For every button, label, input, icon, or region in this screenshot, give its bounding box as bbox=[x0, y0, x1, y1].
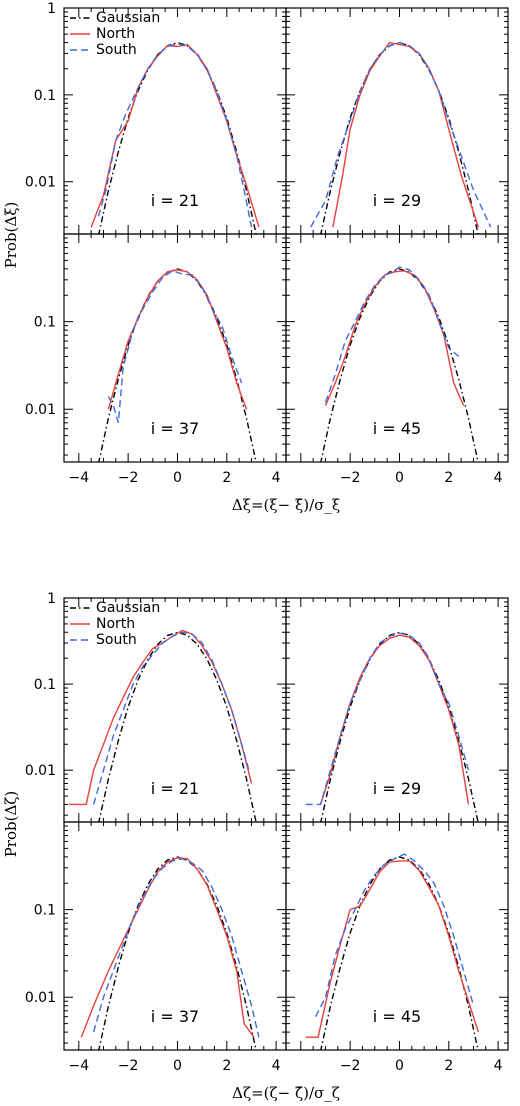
series-line-gaussian bbox=[320, 631, 479, 822]
x-tick-label: 2 bbox=[222, 470, 231, 486]
series-line-gaussian bbox=[320, 856, 479, 1050]
panel-top-1: i = 21 1 0.1 0.01 bbox=[25, 1, 287, 235]
series-line-south bbox=[314, 853, 475, 1018]
panel-label: i = 37 bbox=[151, 1007, 199, 1026]
legend-label-gaussian: Gaussian bbox=[96, 10, 160, 26]
y-tick-label: 0.01 bbox=[25, 402, 56, 418]
y-axis-title: Prob(Δζ) bbox=[2, 791, 20, 858]
x-tick-label: 4 bbox=[272, 470, 281, 486]
series-line-south bbox=[310, 41, 492, 228]
y-tick-label: 0.01 bbox=[25, 990, 56, 1006]
x-tick-label: −2 bbox=[118, 1058, 139, 1074]
series-line-gaussian bbox=[98, 41, 257, 234]
x-tick-label: 0 bbox=[395, 470, 404, 486]
legend-label-south: South bbox=[96, 42, 137, 58]
panel-label: i = 37 bbox=[151, 419, 199, 438]
panel-top-2: i = 29 bbox=[285, 7, 509, 235]
x-tick-label: −2 bbox=[118, 470, 139, 486]
series-group bbox=[320, 266, 479, 462]
series-line-north bbox=[107, 269, 248, 410]
x-tick-label: 2 bbox=[444, 1058, 453, 1074]
series-line-north bbox=[80, 857, 255, 1038]
y-tick-label: 0.1 bbox=[34, 88, 56, 104]
chart-top: i = 21 1 0.1 0.01 i = 29 i = 37 0.1 0.01 −4 −2 0 2 4… bbox=[2, 1, 509, 514]
series-line-north bbox=[332, 41, 480, 228]
panel-label: i = 29 bbox=[373, 191, 421, 210]
panel-label: i = 45 bbox=[373, 419, 421, 438]
series-line-gaussian bbox=[98, 268, 257, 462]
x-tick-label: −2 bbox=[340, 470, 361, 486]
x-tick-label: 0 bbox=[395, 1058, 404, 1074]
series-line-north bbox=[90, 43, 260, 228]
panel-label: i = 29 bbox=[373, 779, 421, 798]
series-line-gaussian bbox=[98, 856, 257, 1050]
y-tick-label: 1 bbox=[47, 591, 56, 607]
x-tick-label: 2 bbox=[222, 1058, 231, 1074]
series-line-gaussian bbox=[98, 631, 257, 822]
panel-label: i = 45 bbox=[373, 1007, 421, 1026]
panel-bottom-2: i = 29 bbox=[285, 597, 509, 823]
panel-bottom-1: i = 21 1 0.1 0.01 bbox=[25, 591, 287, 823]
series-group bbox=[68, 629, 257, 822]
y-tick-label: 0.1 bbox=[34, 903, 56, 919]
series-group bbox=[90, 41, 260, 234]
x-tick-label: −4 bbox=[68, 1058, 89, 1074]
y-tick-label: 0.1 bbox=[34, 315, 56, 331]
panel-label: i = 21 bbox=[151, 191, 199, 210]
series-line-gaussian bbox=[320, 268, 479, 462]
legend-label-south: South bbox=[96, 632, 137, 648]
x-tick-label: 4 bbox=[494, 470, 503, 486]
legend-label-north: North bbox=[96, 26, 135, 42]
series-line-south bbox=[305, 632, 470, 806]
x-tick-label: −2 bbox=[340, 1058, 361, 1074]
series-line-south bbox=[92, 631, 250, 805]
panel-top-3: i = 37 0.1 0.01 −4 −2 0 2 4 bbox=[25, 233, 287, 486]
series-line-north bbox=[305, 860, 480, 1038]
panel-label: i = 21 bbox=[151, 779, 199, 798]
y-axis-title: Prob(Δξ) bbox=[2, 202, 20, 269]
x-tick-label: 0 bbox=[173, 1058, 182, 1074]
series-group bbox=[98, 268, 257, 462]
series-group bbox=[80, 856, 260, 1050]
series-group bbox=[305, 853, 480, 1050]
chart-bottom: i = 21 1 0.1 0.01 i = 29 i = 37 0.1 0.01 −4 −2 0 2 4… bbox=[2, 591, 509, 1102]
series-line-south bbox=[324, 266, 460, 403]
x-axis-title: Δζ=(ζ− ζ̄)/σ_ζ bbox=[232, 1084, 340, 1102]
panel-top-4: i = 45 −2 0 2 4 bbox=[285, 233, 509, 486]
panel-bottom-3: i = 37 0.1 0.01 −4 −2 0 2 4 bbox=[25, 821, 287, 1074]
y-tick-label: 0.01 bbox=[25, 175, 56, 191]
panel-bottom-4: i = 45 −2 0 2 4 bbox=[285, 821, 509, 1074]
series-line-south bbox=[92, 858, 260, 1038]
series-group bbox=[305, 631, 479, 822]
x-axis-title: Δξ=(ξ− ξ̄)/σ_ξ bbox=[232, 496, 340, 514]
series-group bbox=[310, 41, 492, 234]
series-line-south bbox=[107, 270, 243, 423]
x-tick-label: 4 bbox=[494, 1058, 503, 1074]
x-tick-label: −4 bbox=[68, 470, 89, 486]
y-tick-label: 0.1 bbox=[34, 677, 56, 693]
legend-label-north: North bbox=[96, 616, 135, 632]
legend-label-gaussian: Gaussian bbox=[96, 600, 160, 616]
x-tick-label: 2 bbox=[444, 470, 453, 486]
x-tick-label: 0 bbox=[173, 470, 182, 486]
x-tick-label: 4 bbox=[272, 1058, 281, 1074]
y-tick-label: 1 bbox=[47, 1, 56, 17]
y-tick-label: 0.01 bbox=[25, 763, 56, 779]
